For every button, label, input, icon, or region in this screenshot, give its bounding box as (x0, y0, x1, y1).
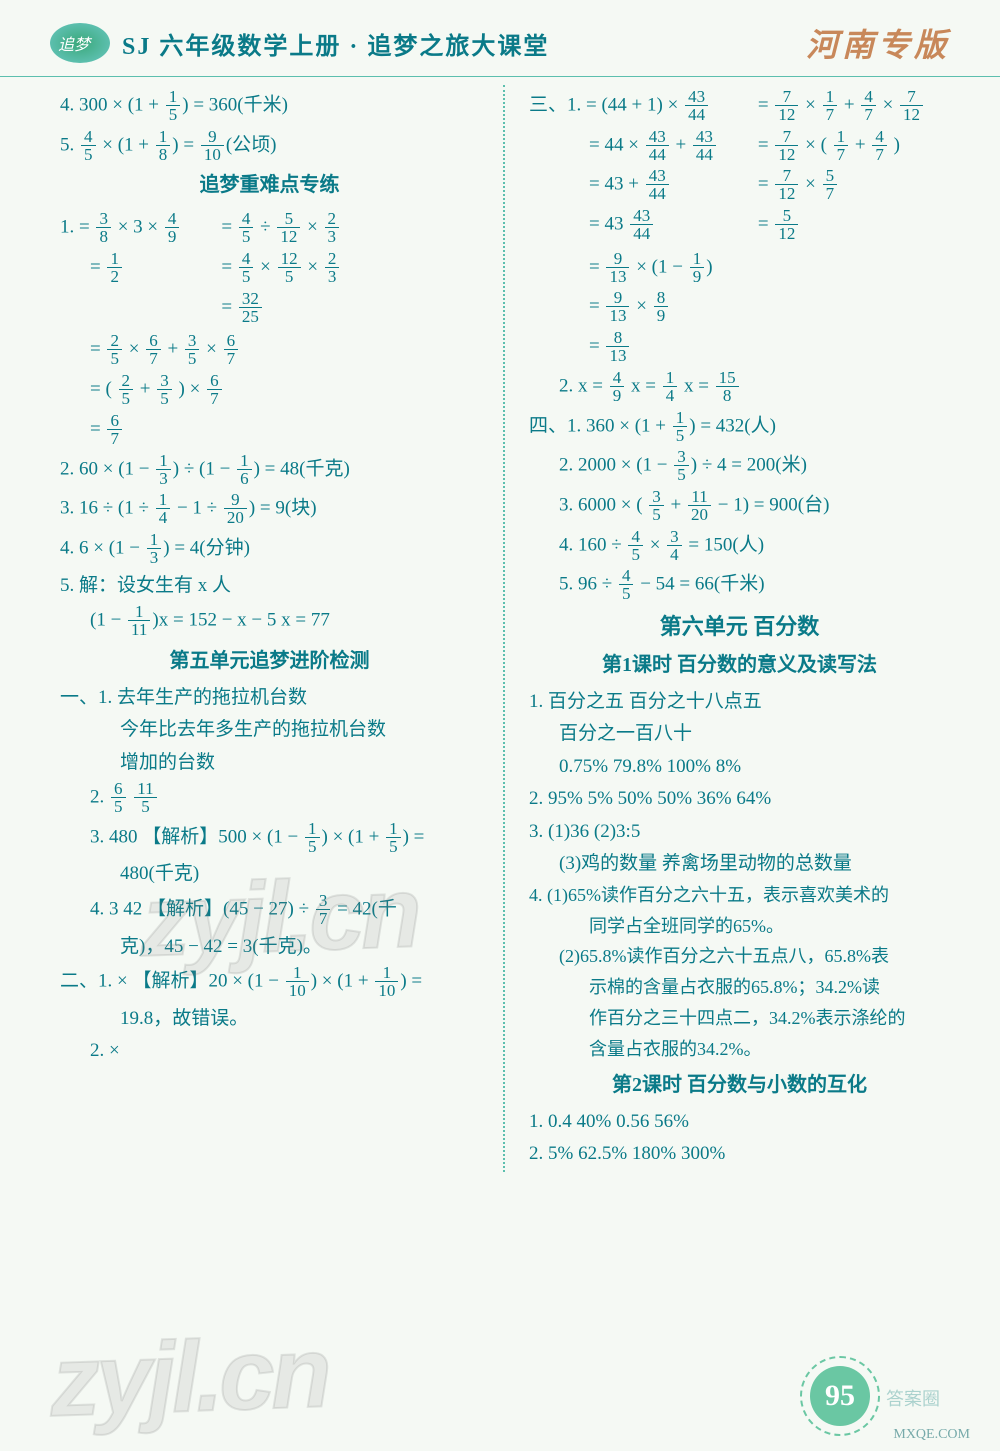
answer-line: 含量占衣服的34.2%。 (529, 1036, 950, 1064)
answer-line: 4. 300 × (1 + 15) = 360(千米) (60, 88, 479, 125)
right-column: 三、1. = (44 + 1) × 4344 = 44 × 4344 + 434… (505, 85, 950, 1172)
section-heading: 追梦重难点专练 (60, 170, 479, 201)
answer-line: 作百分之三十四点二，34.2%表示涤纶的 (529, 1005, 950, 1033)
badge-text: 答案圈 (886, 1385, 940, 1411)
answer-line: 四、1. 360 × (1 + 15) = 432(人) (529, 409, 950, 446)
section-heading: 第五单元追梦进阶检测 (60, 646, 479, 677)
answer-line: 4. (1)65%读作百分之六十五，表示喜欢美术的 (529, 882, 950, 910)
watermark-text: zyjl.cn (48, 1315, 330, 1440)
answer-line: 480(千克) (60, 859, 479, 888)
logo-icon (50, 23, 110, 63)
answer-line: 增加的台数 (60, 748, 479, 777)
answer-line: = 43 + 4344 (529, 167, 718, 204)
answer-line: 0.75% 79.8% 100% 8% (529, 752, 950, 781)
book-title: SJ 六年级数学上册 · 追梦之旅大课堂 (122, 26, 806, 61)
answer-line: 2. 95% 5% 50% 50% 36% 64% (529, 784, 950, 813)
answer-line: 5. 45 × (1 + 18) = 910(公顷) (60, 128, 479, 165)
answer-line: = 913 × (1 − 19) (529, 250, 950, 287)
site-text: MXQE.COM (893, 1427, 970, 1443)
page-content: 4. 300 × (1 + 15) = 360(千米) 5. 45 × (1 +… (0, 85, 1000, 1202)
answer-line: 百分之一百八十 (529, 719, 950, 748)
answer-line: 二、1. × 【解析】20 × (1 − 110) × (1 + 110) = (60, 964, 479, 1001)
answer-line: = 67 (60, 412, 479, 449)
answer-line: (1 − 111)x = 152 − x − 5 x = 77 (60, 603, 479, 640)
answer-line: 2. 2000 × (1 − 35) ÷ 4 = 200(米) (529, 448, 950, 485)
edition-label: 河南专版 (806, 20, 950, 66)
answer-line: = 913 × 89 (529, 289, 950, 326)
answer-line: = 45 ÷ 512 × 23 (221, 210, 341, 247)
answer-line: = ( 25 + 35 ) × 67 (60, 372, 479, 409)
answer-line: = 712 × ( 17 + 47 ) (758, 128, 925, 165)
answer-line: = 25 × 67 + 35 × 67 (60, 332, 479, 369)
answer-line: 3. 480 【解析】500 × (1 − 15) × (1 + 15) = (60, 820, 479, 857)
answer-line: = 712 × 57 (758, 167, 925, 204)
answer-line: 示棉的含量占衣服的65.8%；34.2%读 (529, 974, 950, 1002)
answer-line: 2. 65 115 (60, 780, 479, 817)
answer-line: = 3225 (221, 290, 341, 327)
unit-heading: 第六单元 百分数 (529, 610, 950, 644)
answer-line: 一、1. 去年生产的拖拉机台数 (60, 683, 479, 712)
answer-line: = 512 (758, 207, 925, 244)
answer-line: 三、1. = (44 + 1) × 4344 (529, 88, 718, 125)
page-header: SJ 六年级数学上册 · 追梦之旅大课堂 河南专版 (0, 0, 1000, 77)
answer-line: 5. 96 ÷ 45 − 54 = 66(千米) (529, 567, 950, 604)
answer-line: 3. 16 ÷ (1 ÷ 14 − 1 ÷ 920) = 9(块) (60, 491, 479, 528)
answer-line: 1. = 38 × 3 × 49 (60, 210, 181, 247)
answer-line: 4. 160 ÷ 45 × 34 = 150(人) (529, 528, 950, 565)
page-number: 95 (810, 1366, 870, 1426)
answer-line: 今年比去年多生产的拖拉机台数 (60, 715, 479, 744)
answer-line: = 43 4344 (529, 207, 718, 244)
answer-line: 3. 6000 × ( 35 + 1120 − 1) = 900(台) (529, 488, 950, 525)
answer-line: (2)65.8%读作百分之六十五点八，65.8%表 (529, 943, 950, 971)
answer-line: = 712 × 17 + 47 × 712 (758, 88, 925, 125)
answer-line: = 813 (529, 329, 950, 366)
answer-line: 克)，45 − 42 = 3(千克)。 (60, 932, 479, 961)
answer-line: 2. x = 49 x = 14 x = 158 (529, 369, 950, 406)
answer-line: 同学占全班同学的65%。 (529, 913, 950, 941)
answer-line: 19.8，故错误。 (60, 1004, 479, 1033)
answer-line: 3. (1)36 (2)3:5 (529, 817, 950, 846)
left-column: 4. 300 × (1 + 15) = 360(千米) 5. 45 × (1 +… (60, 85, 505, 1172)
answer-line: 2. × (60, 1036, 479, 1065)
lesson-heading: 第2课时 百分数与小数的互化 (529, 1070, 950, 1101)
answer-line: 4. 3 42 【解析】(45 − 27) ÷ 37 = 42(千 (60, 892, 479, 929)
answer-line: 2. 60 × (1 − 13) ÷ (1 − 16) = 48(千克) (60, 452, 479, 489)
answer-line: = 44 × 4344 + 4344 (529, 128, 718, 165)
answer-line: 2. 5% 62.5% 180% 300% (529, 1139, 950, 1168)
answer-line: 5. 解：设女生有 x 人 (60, 571, 479, 600)
answer-line: = 45 × 125 × 23 (221, 250, 341, 287)
answer-line: 4. 6 × (1 − 13) = 4(分钟) (60, 531, 479, 568)
lesson-heading: 第1课时 百分数的意义及读写法 (529, 650, 950, 681)
answer-line: (3)鸡的数量 养禽场里动物的总数量 (529, 849, 950, 878)
answer-line: 1. 百分之五 百分之十八点五 (529, 687, 950, 716)
answer-line: 1. 0.4 40% 0.56 56% (529, 1107, 950, 1136)
answer-line: = 12 (60, 250, 181, 287)
